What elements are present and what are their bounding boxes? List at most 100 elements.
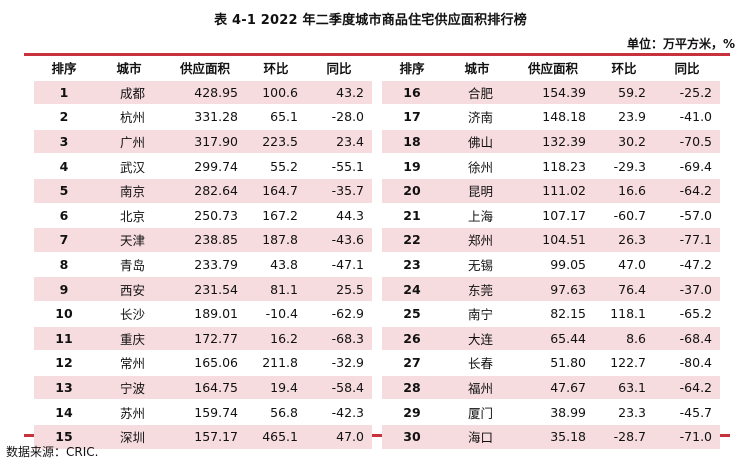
cell-mom: 211.8 xyxy=(262,355,298,371)
cell-mom: 164.7 xyxy=(262,183,298,199)
cell-rank: 6 xyxy=(59,207,69,223)
cell-mom: 19.4 xyxy=(270,380,298,396)
cell-city: 郑州 xyxy=(468,233,494,249)
cell-rank: 9 xyxy=(59,281,69,297)
cell-supply: 99.05 xyxy=(550,257,586,273)
cell-yoy: -37.0 xyxy=(679,281,712,297)
cell-mom: 465.1 xyxy=(262,429,298,445)
table-row: 25 南宁 82.15 118.1 -65.2 xyxy=(382,301,720,326)
cell-rank: 14 xyxy=(55,404,73,420)
table-title: 表 4-1 2022 年二季度城市商品住宅供应面积排行榜 xyxy=(214,13,527,28)
cell-yoy: -47.2 xyxy=(679,257,712,273)
cell-mom: 23.3 xyxy=(618,404,646,420)
cell-mom: 55.2 xyxy=(270,158,298,174)
cell-city: 长沙 xyxy=(120,307,146,323)
cell-supply: 299.74 xyxy=(194,158,238,174)
cell-city: 宁波 xyxy=(120,381,146,397)
cell-yoy: -70.5 xyxy=(679,134,712,150)
table-row: 12 常州 165.06 211.8 -32.9 xyxy=(34,350,372,376)
cell-city: 东莞 xyxy=(468,282,494,298)
cell-yoy: -45.7 xyxy=(679,404,712,420)
cell-yoy: 23.4 xyxy=(336,134,364,150)
cell-mom: 16.6 xyxy=(618,183,646,199)
cell-yoy: 47.0 xyxy=(336,429,364,445)
ranking-table-right-grid: 排序 城市 供应面积 环比 同比 16 合肥 154.39 59.2 -25.2 17 济南… xyxy=(382,56,720,449)
table-row: 28 福州 47.67 63.1 -64.2 xyxy=(382,375,720,400)
header-city: 城市 xyxy=(116,61,142,77)
cell-supply: 331.28 xyxy=(194,109,238,125)
cell-mom: 118.1 xyxy=(610,306,646,322)
cell-rank: 1 xyxy=(59,84,69,100)
cell-city: 重庆 xyxy=(120,331,146,347)
cell-rank: 21 xyxy=(403,207,421,223)
cell-supply: 111.02 xyxy=(542,183,586,199)
cell-yoy: 25.5 xyxy=(336,281,364,297)
cell-supply: 159.74 xyxy=(194,404,238,420)
cell-supply: 118.23 xyxy=(542,158,586,174)
header-row: 排序 城市 供应面积 环比 同比 xyxy=(34,56,372,80)
cell-yoy: -35.7 xyxy=(331,183,364,199)
cell-city: 徐州 xyxy=(468,159,494,175)
cell-yoy: -64.2 xyxy=(679,183,712,199)
cell-supply: 250.73 xyxy=(194,207,238,223)
header-rank: 排序 xyxy=(51,61,77,77)
cell-supply: 282.64 xyxy=(194,183,238,199)
cell-supply: 51.80 xyxy=(550,355,586,371)
cell-supply: 132.39 xyxy=(542,134,586,150)
header-row: 排序 城市 供应面积 环比 同比 xyxy=(382,56,720,80)
cell-rank: 3 xyxy=(59,134,69,150)
cell-yoy: -77.1 xyxy=(679,232,712,248)
cell-supply: 97.63 xyxy=(550,281,586,297)
cell-yoy: -64.2 xyxy=(679,380,712,396)
cell-rank: 27 xyxy=(403,355,421,371)
cell-rank: 4 xyxy=(59,158,69,174)
cell-yoy: 44.3 xyxy=(336,207,364,223)
table-row: 21 上海 107.17 -60.7 -57.0 xyxy=(382,203,720,228)
cell-city: 天津 xyxy=(120,233,146,249)
table-row: 10 长沙 189.01 -10.4 -62.9 xyxy=(34,301,372,326)
table-row: 7 天津 238.85 187.8 -43.6 xyxy=(34,227,372,253)
cell-mom: 100.6 xyxy=(262,84,298,100)
cell-yoy: -58.4 xyxy=(331,380,364,396)
cell-city: 海口 xyxy=(468,430,494,446)
data-source-note: 数据来源：CRIC. xyxy=(6,445,99,459)
header-mom: 环比 xyxy=(611,61,637,77)
cell-supply: 164.75 xyxy=(194,380,238,396)
cell-supply: 38.99 xyxy=(550,404,586,420)
cell-city: 深圳 xyxy=(120,430,146,446)
cell-yoy: -47.1 xyxy=(331,257,364,273)
table-row: 24 东莞 97.63 76.4 -37.0 xyxy=(382,276,720,302)
cell-supply: 233.79 xyxy=(194,257,238,273)
cell-mom: -10.4 xyxy=(265,306,298,322)
cell-city: 福州 xyxy=(468,381,494,397)
cell-city: 广州 xyxy=(120,135,146,151)
cell-city: 成都 xyxy=(120,85,146,101)
cell-mom: 23.9 xyxy=(618,109,646,125)
cell-yoy: -80.4 xyxy=(679,355,712,371)
header-supply: 供应面积 xyxy=(179,61,230,77)
cell-mom: 122.7 xyxy=(610,355,646,371)
cell-mom: 59.2 xyxy=(618,84,646,100)
table-row: 8 青岛 233.79 43.8 -47.1 xyxy=(34,252,372,277)
cell-supply: 157.17 xyxy=(194,429,238,445)
cell-rank: 8 xyxy=(59,257,69,273)
cell-city: 济南 xyxy=(468,110,494,126)
table-row: 23 无锡 99.05 47.0 -47.2 xyxy=(382,252,720,277)
ranking-table-left: 排序 城市 供应面积 环比 同比 1 成都 428.95 100.6 43.2 2 杭州 33… xyxy=(34,56,372,449)
cell-mom: 187.8 xyxy=(262,232,298,248)
ranking-table-right-body: 16 合肥 154.39 59.2 -25.2 17 济南 148.18 23.9 -41.0 18… xyxy=(382,80,720,449)
cell-rank: 29 xyxy=(403,404,421,420)
cell-rank: 23 xyxy=(403,257,421,273)
cell-rank: 26 xyxy=(403,330,421,346)
cell-yoy: -69.4 xyxy=(679,158,712,174)
cell-supply: 107.17 xyxy=(542,207,586,223)
table-row: 18 佛山 132.39 30.2 -70.5 xyxy=(382,129,720,154)
cell-city: 青岛 xyxy=(120,258,146,274)
cell-rank: 18 xyxy=(403,134,421,150)
cell-supply: 317.90 xyxy=(194,134,238,150)
cell-rank: 17 xyxy=(403,109,421,125)
cell-supply: 231.54 xyxy=(194,281,238,297)
cell-city: 武汉 xyxy=(120,159,146,175)
table-row: 14 苏州 159.74 56.8 -42.3 xyxy=(34,399,372,425)
cell-yoy: 43.2 xyxy=(336,84,364,100)
